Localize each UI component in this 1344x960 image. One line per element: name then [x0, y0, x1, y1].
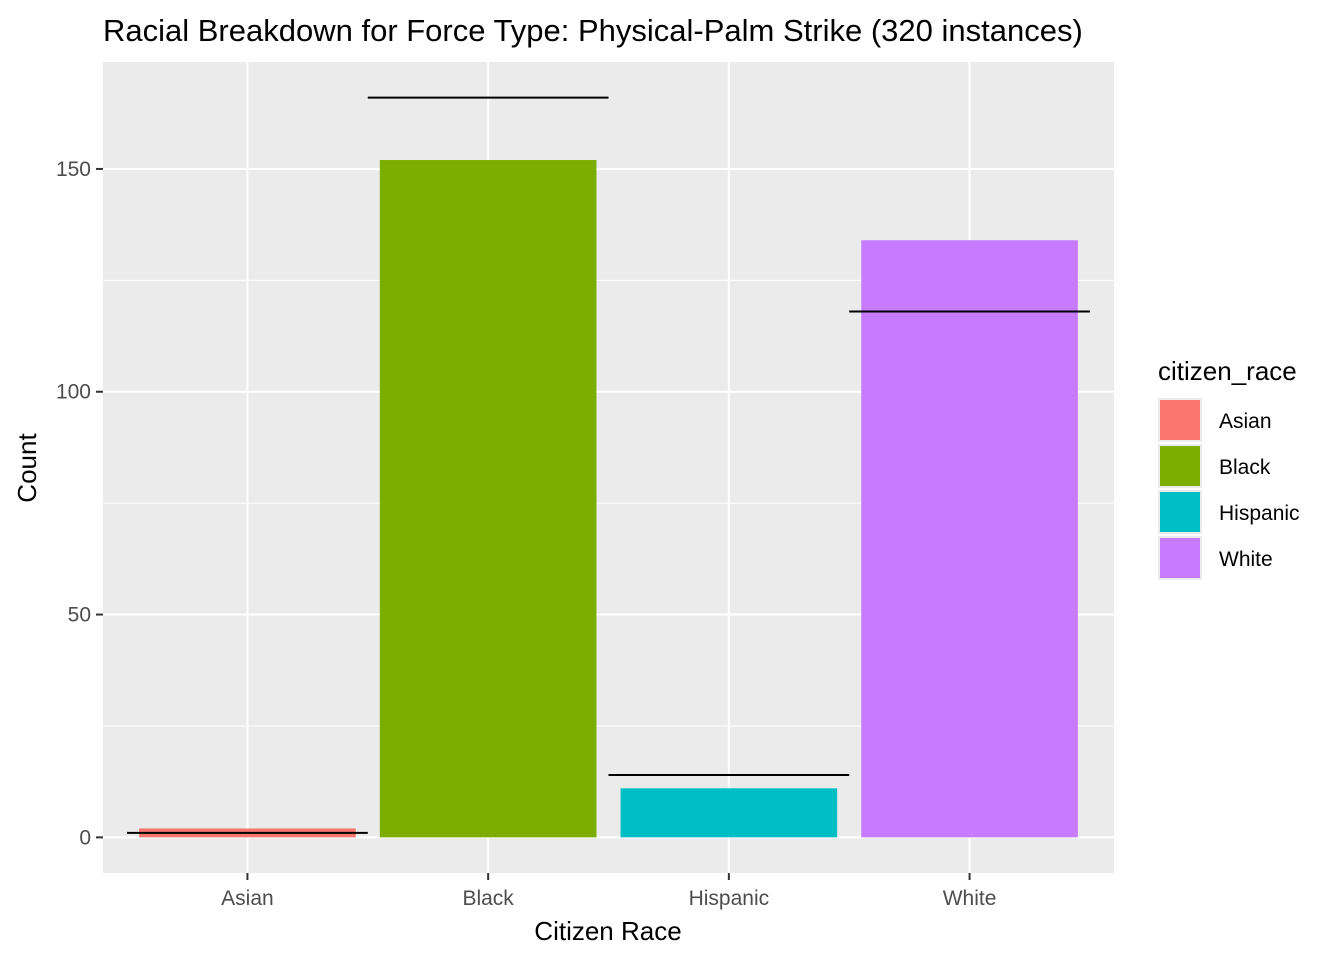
legend-key-white	[1160, 538, 1200, 578]
y-axis: 0 50 100 150	[56, 158, 103, 849]
legend-label: Black	[1219, 456, 1271, 479]
y-axis-title: Count	[12, 433, 42, 503]
y-tick-label: 100	[56, 381, 91, 404]
x-tick-label: Asian	[221, 887, 274, 910]
bars	[139, 160, 1078, 838]
bar-black	[379, 160, 597, 838]
bar-hispanic	[620, 788, 838, 838]
y-tick-label: 150	[56, 158, 91, 181]
y-tick-label: 50	[68, 604, 91, 627]
legend-label: Asian	[1219, 410, 1272, 433]
bar-white	[861, 240, 1078, 838]
x-tick-label: Hispanic	[689, 887, 770, 910]
y-tick-label: 0	[79, 826, 91, 849]
x-axis: Asian Black Hispanic White	[221, 873, 996, 910]
legend-label: White	[1219, 548, 1273, 571]
legend-title: citizen_race	[1158, 356, 1297, 386]
chart-title: Racial Breakdown for Force Type: Physica…	[103, 13, 1083, 48]
legend-key-black	[1160, 446, 1200, 486]
legend: citizen_race Asian Black Hispanic White	[1158, 356, 1300, 580]
x-tick-label: White	[943, 887, 997, 910]
reference-lines	[127, 96, 1090, 834]
legend-key-hispanic	[1160, 492, 1200, 532]
legend-key-asian	[1160, 400, 1200, 440]
x-tick-label: Black	[462, 887, 514, 910]
x-axis-title: Citizen Race	[534, 916, 681, 946]
legend-label: Hispanic	[1219, 502, 1300, 525]
